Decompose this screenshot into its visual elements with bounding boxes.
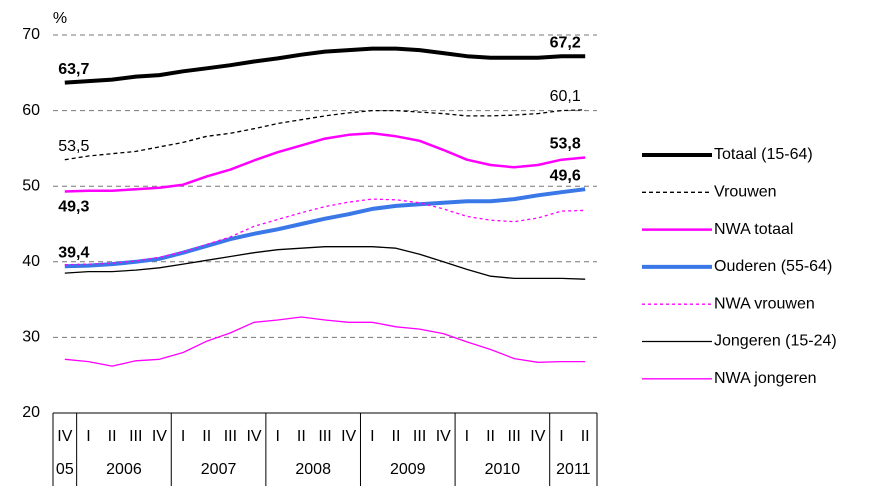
x-tick-label: II <box>202 428 211 445</box>
x-tick-label: IV <box>152 428 167 445</box>
y-tick-label: 60 <box>22 102 40 119</box>
x-group-label: 2008 <box>295 461 331 478</box>
x-tick-label: III <box>224 428 237 445</box>
x-tick-label: IV <box>57 428 72 445</box>
x-group-label: 05 <box>56 461 74 478</box>
series-line <box>64 316 586 367</box>
x-group-label: 2009 <box>390 461 426 478</box>
legend-label: NWA vrouwen <box>714 295 815 312</box>
data-label: 60,1 <box>550 88 581 105</box>
series-line <box>64 109 586 161</box>
x-tick-label: I <box>275 428 279 445</box>
series-line <box>64 246 586 280</box>
x-tick-label: II <box>297 428 306 445</box>
x-tick-label: IV <box>436 428 451 445</box>
x-tick-label: IV <box>341 428 356 445</box>
series-line <box>64 132 586 193</box>
x-tick-label: I <box>181 428 185 445</box>
series-line <box>64 46 586 85</box>
x-tick-label: IV <box>530 428 545 445</box>
legend-label: Jongeren (15-24) <box>714 333 837 350</box>
x-tick-label: I <box>370 428 374 445</box>
series-line <box>64 187 586 269</box>
x-tick-label: IV <box>246 428 261 445</box>
y-tick-label: 50 <box>22 177 40 194</box>
data-label: 63,7 <box>58 61 89 78</box>
data-label: 49,3 <box>58 199 89 216</box>
y-tick-label: 30 <box>22 329 40 346</box>
series-line <box>64 198 586 266</box>
x-tick-label: II <box>392 428 401 445</box>
y-tick-label: 40 <box>22 253 40 270</box>
legend-label: NWA jongeren <box>714 370 817 387</box>
x-tick-label: III <box>413 428 426 445</box>
x-tick-label: III <box>129 428 142 445</box>
y-axis-label: % <box>53 10 67 27</box>
x-tick-label: I <box>465 428 469 445</box>
legend-label: Totaal (15-64) <box>714 146 813 163</box>
legend-label: Vrouwen <box>714 184 777 201</box>
data-label: 53,5 <box>58 138 89 155</box>
x-group-label: 2011 <box>556 461 591 478</box>
x-tick-label: I <box>86 428 90 445</box>
x-group-label: 2006 <box>106 461 142 478</box>
data-label: 39,4 <box>58 245 89 262</box>
x-tick-label: III <box>508 428 521 445</box>
x-tick-label: III <box>318 428 331 445</box>
legend-label: Ouderen (55-64) <box>714 258 832 275</box>
x-group-label: 2007 <box>201 461 237 478</box>
x-tick-label: II <box>108 428 117 445</box>
data-label: 67,2 <box>550 34 581 51</box>
y-tick-label: 20 <box>22 404 40 421</box>
x-tick-label: II <box>486 428 495 445</box>
y-tick-label: 70 <box>22 26 40 43</box>
x-tick-label: I <box>559 428 563 445</box>
x-group-label: 2010 <box>485 461 521 478</box>
legend-label: NWA totaal <box>714 221 793 238</box>
x-tick-label: II <box>581 428 590 445</box>
data-label: 49,6 <box>550 167 581 184</box>
data-label: 53,8 <box>550 136 581 153</box>
